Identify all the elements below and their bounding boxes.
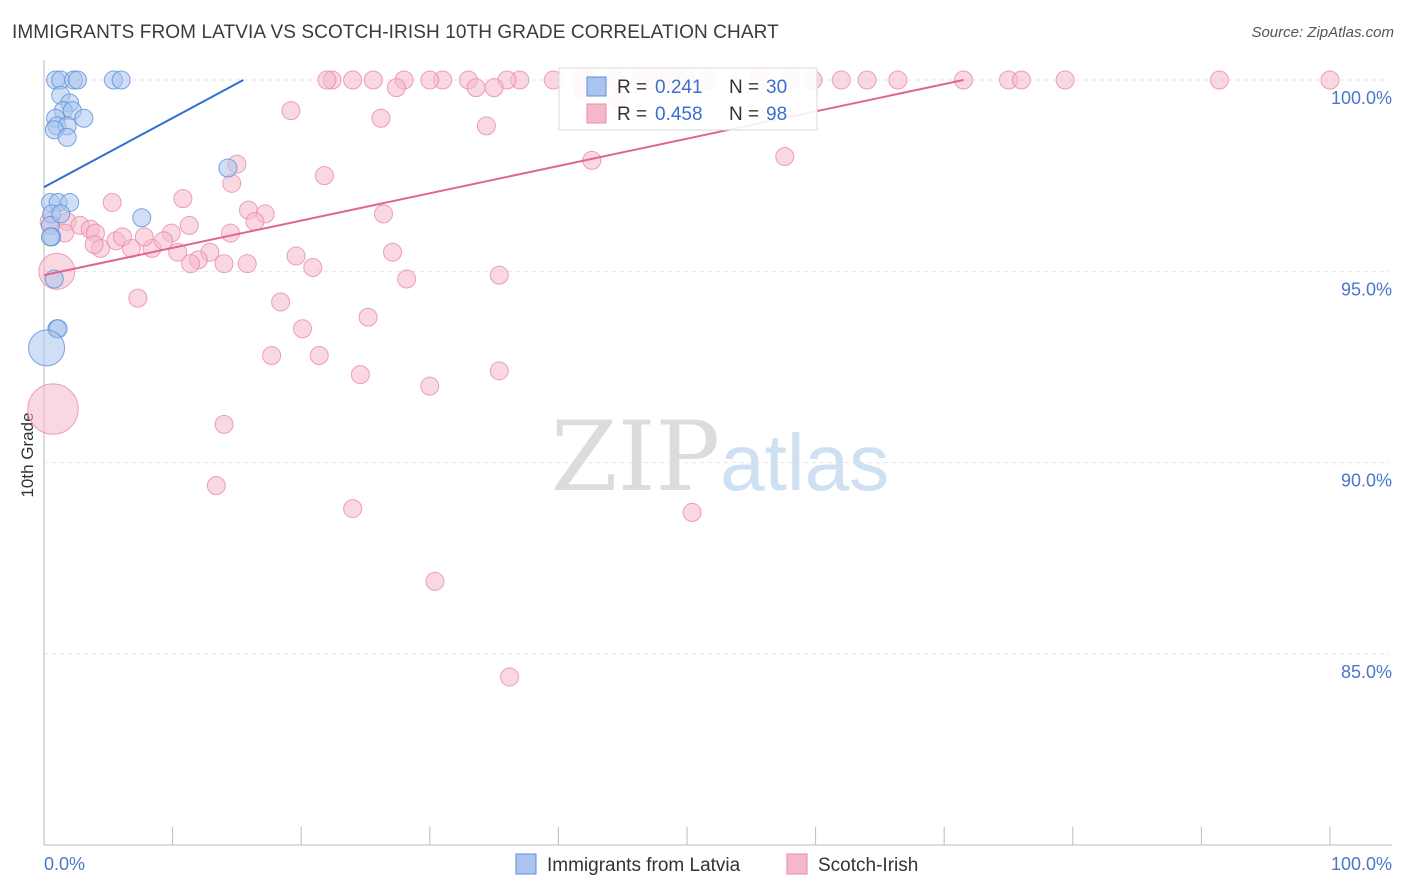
data-point [1209, 70, 1229, 90]
data-point [111, 70, 131, 90]
y-tick-label: 90.0% [1341, 471, 1392, 491]
data-point [303, 258, 323, 278]
data-point [489, 265, 509, 285]
data-point [1011, 70, 1031, 90]
data-point [371, 108, 391, 128]
y-tick-label: 85.0% [1341, 662, 1392, 682]
data-point [343, 499, 363, 519]
data-point [40, 227, 60, 247]
data-point [374, 204, 394, 224]
data-point [134, 227, 154, 247]
data-point [286, 246, 306, 266]
source-label: Source: ZipAtlas.com [1251, 24, 1394, 41]
data-point [343, 70, 363, 90]
watermark-zip: ZIPatlas [551, 401, 889, 513]
series-legend-label-scotch-irish: Scotch-Irish [818, 855, 918, 876]
y-tick-label: 95.0% [1341, 279, 1392, 299]
data-point [67, 70, 87, 90]
data-point [420, 376, 440, 396]
data-point [237, 254, 257, 274]
data-point [831, 70, 851, 90]
data-point [181, 254, 201, 274]
series-legend-swatch-scotch-irish [786, 853, 808, 875]
data-point [1320, 70, 1340, 90]
series-legend-swatch-latvia [515, 853, 537, 875]
data-point [420, 70, 440, 90]
legend-r-label: R = [617, 104, 647, 125]
legend-r-label: R = [617, 77, 647, 98]
data-point [857, 70, 877, 90]
data-point [179, 215, 199, 235]
data-point [425, 571, 445, 591]
series-legend-label-latvia: Immigrants from Latvia [547, 855, 741, 876]
data-point [292, 319, 312, 339]
data-point [466, 78, 486, 98]
data-point [74, 108, 94, 128]
data-point [383, 242, 403, 262]
data-point [314, 166, 334, 186]
data-point [112, 227, 132, 247]
data-point [28, 329, 66, 367]
trend-line-latvia [43, 79, 244, 189]
legend-swatch-scotch-irish [586, 103, 607, 124]
data-point [102, 192, 122, 212]
legend-r-value: 0.458 [655, 104, 703, 125]
data-point [220, 223, 240, 243]
legend-n-label: N = [729, 77, 759, 98]
data-point [173, 189, 193, 209]
data-point [132, 208, 152, 228]
data-point [281, 101, 301, 121]
series-latvia [28, 70, 238, 367]
series-legend: Immigrants from Latvia Scotch-Irish [515, 853, 918, 876]
data-point [262, 346, 282, 366]
watermark-atlas-text: atlas [720, 418, 889, 507]
data-point [350, 365, 370, 385]
data-point [271, 292, 291, 312]
stats-legend: R = 0.241 N = 30 R = 0.458 N = 98 [558, 67, 818, 131]
data-point [358, 307, 378, 327]
data-point [888, 70, 908, 90]
x-tick-label: 0.0% [44, 854, 85, 874]
data-point [363, 70, 383, 90]
data-point [218, 158, 238, 178]
data-point [317, 70, 337, 90]
trend-line-scotch-irish [43, 79, 964, 277]
data-point [27, 383, 79, 435]
data-point [51, 204, 71, 224]
data-point [775, 147, 795, 167]
data-point [500, 667, 520, 687]
data-point [489, 361, 509, 381]
data-point [57, 127, 77, 147]
chart-title: IMMIGRANTS FROM LATVIA VS SCOTCH-IRISH 1… [12, 22, 779, 43]
data-point [84, 235, 104, 255]
data-point [397, 269, 417, 289]
legend-r-value: 0.241 [655, 77, 703, 98]
legend-swatch-latvia [586, 76, 607, 97]
data-point [214, 254, 234, 274]
data-point [484, 78, 504, 98]
data-point [682, 502, 702, 522]
legend-n-value: 30 [766, 77, 787, 98]
watermark-zip-text: ZIP [551, 401, 720, 513]
data-point [386, 78, 406, 98]
data-point [206, 476, 226, 496]
legend-n-value: 98 [766, 104, 787, 125]
y-axis-label: 10th Grade [18, 412, 37, 497]
x-tick-label: 100.0% [1331, 854, 1392, 874]
data-point [309, 346, 329, 366]
data-point [476, 116, 496, 136]
data-point [1055, 70, 1075, 90]
legend-n-label: N = [729, 104, 759, 125]
data-point [245, 212, 265, 232]
data-point [214, 414, 234, 434]
y-tick-label: 100.0% [1331, 88, 1392, 108]
data-point [128, 288, 148, 308]
